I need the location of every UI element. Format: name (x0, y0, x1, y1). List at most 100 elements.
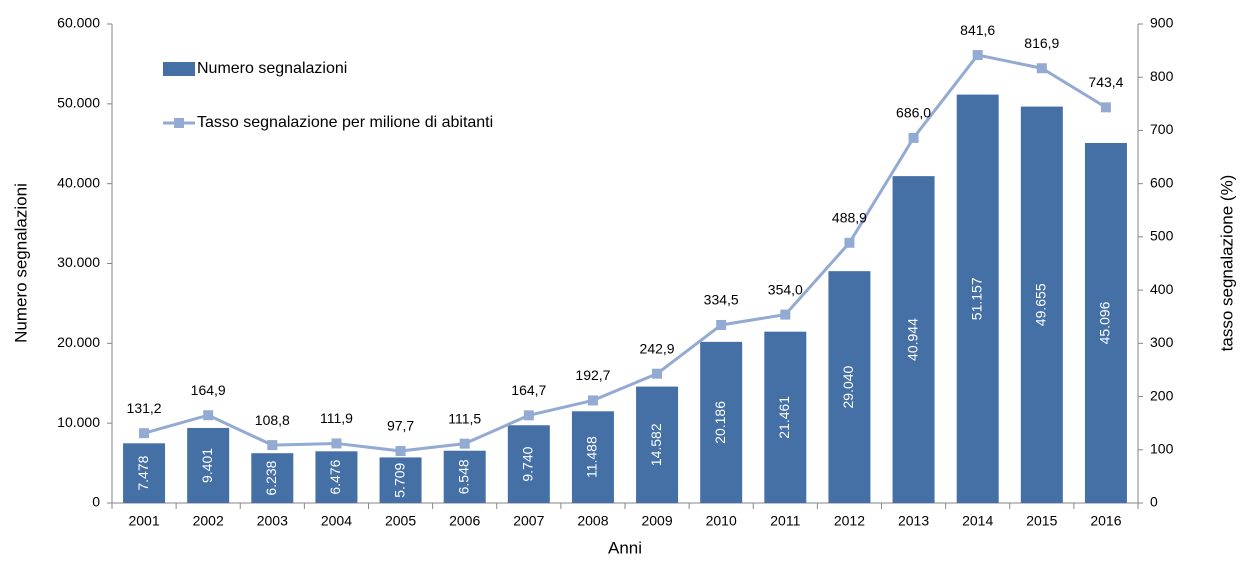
x-tick-label: 2002 (193, 513, 224, 529)
x-tick-label: 2001 (128, 513, 159, 529)
line (143, 53, 1107, 453)
bar (251, 453, 294, 503)
legend-swatch (163, 62, 195, 76)
y2-tick-label: 700 (1150, 121, 1174, 137)
y2-tick-label: 400 (1150, 281, 1174, 297)
bar-value-label: 9.740 (520, 446, 536, 481)
bar-value-label: 6.548 (455, 459, 471, 494)
line-value-label: 354,0 (768, 281, 803, 297)
line-marker (587, 395, 598, 406)
bar (1020, 106, 1063, 503)
line-marker (780, 309, 791, 320)
y-axis-title: Numero segnalazioni (11, 183, 30, 343)
line-marker (1036, 63, 1047, 74)
legend-entry: Tasso segnalazione per milione di abitan… (197, 114, 494, 131)
legend-marker (174, 118, 184, 128)
line-value-label: 242,9 (640, 340, 675, 356)
x-tick-label: 2004 (321, 513, 352, 529)
x-tick-label: 2007 (513, 513, 544, 529)
y-tick-label: 60.000 (57, 15, 100, 31)
line-marker (459, 438, 470, 449)
line-marker (844, 237, 855, 248)
bar-value-label: 49.655 (1033, 283, 1049, 326)
bar (700, 341, 743, 503)
bar (443, 450, 486, 503)
bar (315, 451, 358, 503)
y2-tick-label: 500 (1150, 228, 1174, 244)
y-tick-label: 0 (92, 494, 100, 510)
line-marker (523, 410, 534, 421)
x-tick-label: 2008 (577, 513, 608, 529)
x-tick-label: 2006 (449, 513, 480, 529)
bar (123, 443, 166, 503)
y2-tick-label: 900 (1150, 15, 1174, 31)
y-tick-label: 30.000 (57, 254, 100, 270)
bar-value-label: 7.478 (135, 455, 151, 490)
x-tick-label: 2005 (385, 513, 416, 529)
legend-entry: Numero segnalazioni (197, 60, 348, 77)
line-marker (972, 50, 983, 61)
bar-value-label: 6.476 (327, 459, 343, 494)
bar-value-label: 5.709 (391, 462, 407, 497)
bar (1084, 142, 1127, 504)
bar (507, 425, 550, 503)
line-marker (395, 446, 406, 457)
line-value-label: 686,0 (896, 105, 931, 121)
y2-tick-label: 100 (1150, 440, 1174, 456)
legend-label: Tasso segnalazione per milione di abitan… (197, 114, 494, 131)
line-value-label: 131,2 (127, 400, 162, 416)
bar (956, 94, 999, 503)
bar (636, 386, 679, 503)
x-tick-label: 2011 (770, 513, 800, 529)
legend-label: Numero segnalazioni (197, 60, 348, 77)
bar-value-label: 29.040 (840, 365, 856, 408)
bar (828, 271, 871, 503)
bar (187, 427, 230, 503)
y2-tick-label: 200 (1150, 387, 1174, 403)
y-tick-label: 10.000 (57, 414, 100, 430)
bar-value-label: 11.488 (584, 436, 600, 478)
line-marker (203, 410, 214, 421)
x-tick-label: 2016 (1090, 513, 1121, 529)
line-value-label: 111,9 (320, 410, 353, 426)
bar-value-label: 45.096 (1097, 301, 1113, 344)
y2-tick-label: 800 (1150, 68, 1174, 84)
x-tick-label: 2013 (898, 513, 929, 529)
y2-tick-label: 0 (1150, 494, 1158, 510)
line-value-label: 164,7 (511, 382, 546, 398)
line-marker (908, 132, 919, 143)
x-tick-label: 2014 (962, 513, 993, 529)
x-tick-label: 2010 (706, 513, 737, 529)
y2-tick-label: 300 (1150, 334, 1174, 350)
line-value-label: 841,6 (960, 22, 995, 38)
bar-value-label: 14.582 (648, 423, 664, 466)
y-tick-label: 40.000 (57, 174, 100, 190)
y2-tick-label: 600 (1150, 174, 1174, 190)
line-marker (716, 319, 727, 330)
x-tick-label: 2009 (641, 513, 672, 529)
bar (764, 331, 807, 503)
bar-value-label: 20.186 (712, 401, 728, 444)
line-value-label: 743,4 (1088, 74, 1123, 90)
x-axis-title: Anni (608, 538, 642, 557)
line-value-label: 164,9 (191, 382, 226, 398)
line-value-label: 192,7 (575, 367, 610, 383)
y2-axis-title: tasso segnalazione (%) (1217, 175, 1236, 352)
bar (571, 411, 614, 503)
x-tick-label: 2015 (1026, 513, 1057, 529)
bar-value-label: 9.401 (199, 448, 215, 483)
y-tick-label: 20.000 (57, 334, 100, 350)
bar (379, 457, 422, 503)
line-marker (331, 438, 342, 449)
line-value-label: 816,9 (1024, 35, 1059, 51)
bar-value-label: 21.461 (776, 396, 792, 439)
bar (892, 176, 935, 503)
x-tick-label: 2012 (834, 513, 865, 529)
x-tick-label: 2003 (257, 513, 288, 529)
line-value-label: 111,5 (448, 410, 481, 426)
line-value-label: 108,8 (255, 412, 290, 428)
line-marker (139, 428, 150, 439)
bar-value-label: 51.157 (968, 277, 984, 320)
line-value-label: 488,9 (832, 209, 867, 225)
